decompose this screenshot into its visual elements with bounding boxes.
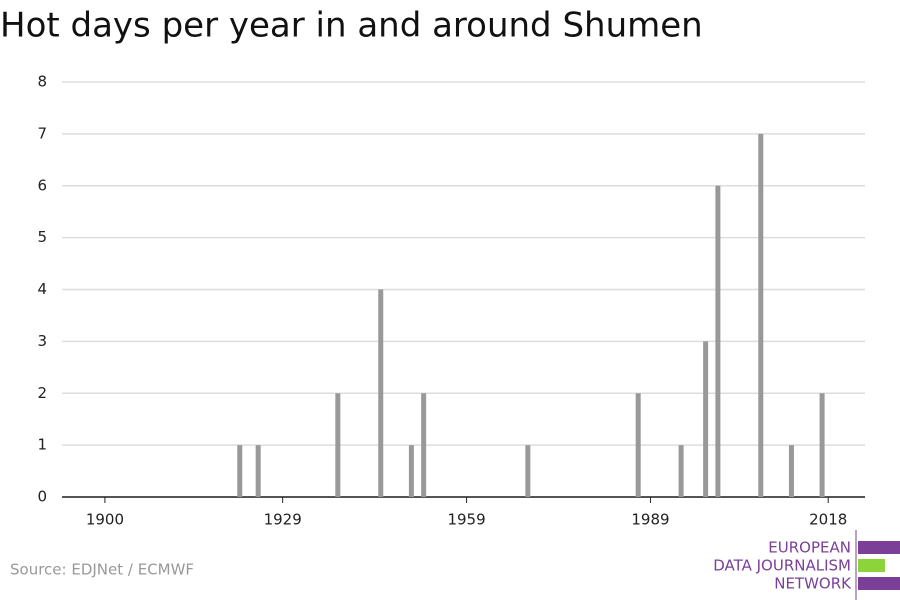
bar <box>678 445 684 497</box>
logo-bar <box>858 577 900 590</box>
logo-bar <box>858 541 900 554</box>
bar <box>335 393 341 497</box>
y-tick-label: 1 <box>37 436 47 454</box>
y-tick-label: 3 <box>37 332 47 350</box>
bar <box>703 341 709 497</box>
bar <box>715 185 721 497</box>
y-tick-label: 5 <box>37 228 47 246</box>
bar <box>635 393 641 497</box>
bar <box>421 393 427 497</box>
y-tick-label: 6 <box>37 176 47 194</box>
bar <box>255 445 261 497</box>
bar <box>525 445 531 497</box>
x-tick-label: 1929 <box>264 511 302 529</box>
bar <box>237 445 243 497</box>
x-tick-label: 1900 <box>86 511 124 529</box>
bar <box>408 445 414 497</box>
logo-text: DATA JOURNALISM <box>713 557 851 575</box>
y-tick-label: 2 <box>37 384 47 402</box>
x-tick-label: 2018 <box>809 511 847 529</box>
logo-text: EUROPEAN <box>768 539 851 557</box>
y-tick-label: 0 <box>37 488 47 506</box>
bar <box>819 393 825 497</box>
x-tick-label: 1989 <box>631 511 669 529</box>
logo-bar <box>858 559 885 572</box>
source: Source: EDJNet / ECMWF <box>10 561 194 579</box>
bar <box>788 445 794 497</box>
y-tick-label: 4 <box>37 280 47 298</box>
chart-title: Hot days per year in and around Shumen <box>0 6 703 46</box>
y-tick-label: 8 <box>37 73 47 91</box>
y-tick-label: 7 <box>37 124 47 142</box>
logo-text: NETWORK <box>774 575 852 593</box>
bar <box>378 289 384 497</box>
x-tick-label: 1959 <box>447 511 485 529</box>
bar <box>758 133 764 497</box>
